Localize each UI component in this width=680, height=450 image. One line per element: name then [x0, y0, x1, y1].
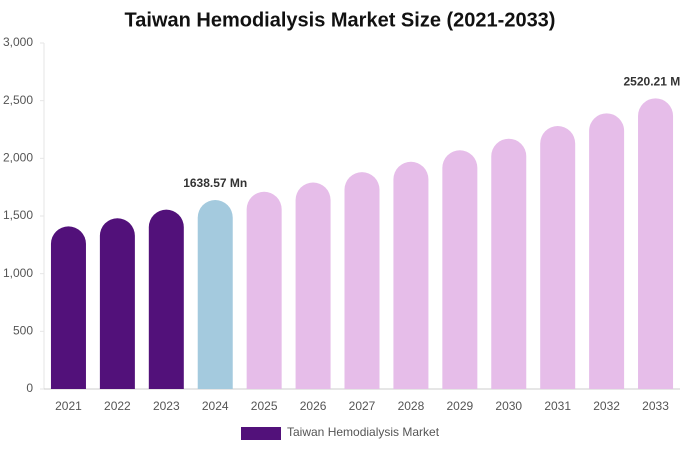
bar [442, 150, 478, 389]
bar [344, 172, 380, 389]
bar [638, 98, 674, 389]
legend-label: Taiwan Hemodialysis Market [287, 425, 440, 439]
y-tick-label: 500 [13, 324, 33, 338]
bar [540, 126, 576, 389]
x-tick-label: 2024 [202, 399, 229, 413]
x-tick-label: 2031 [544, 399, 571, 413]
bar [246, 191, 282, 389]
data-label: 1638.57 Mn [183, 176, 247, 190]
x-tick-label: 2025 [251, 399, 278, 413]
bar [50, 226, 86, 389]
bar [491, 138, 527, 389]
x-tick-label: 2022 [104, 399, 131, 413]
y-tick-label: 2,500 [3, 93, 33, 107]
chart-title: Taiwan Hemodialysis Market Size (2021-20… [125, 9, 556, 31]
x-tick-label: 2029 [446, 399, 473, 413]
x-tick-label: 2027 [349, 399, 376, 413]
x-tick-label: 2023 [153, 399, 180, 413]
x-tick-label: 2032 [593, 399, 620, 413]
x-tick-label: 2026 [300, 399, 327, 413]
x-tick-label: 2021 [55, 399, 82, 413]
bar [295, 182, 331, 389]
y-tick-label: 1,500 [3, 208, 33, 222]
bar [393, 161, 429, 389]
bar [148, 209, 184, 389]
bar [197, 200, 233, 389]
y-tick-label: 2,000 [3, 151, 33, 165]
y-tick-label: 1,000 [3, 266, 33, 280]
bar [99, 218, 135, 389]
x-tick-label: 2030 [495, 399, 522, 413]
y-tick-label: 3,000 [3, 35, 33, 49]
legend-swatch [241, 427, 281, 440]
data-label: 2520.21 Mn [624, 75, 680, 89]
y-tick-label: 0 [26, 381, 33, 395]
x-tick-label: 2033 [642, 399, 669, 413]
x-tick-label: 2028 [398, 399, 425, 413]
bar [589, 113, 625, 390]
